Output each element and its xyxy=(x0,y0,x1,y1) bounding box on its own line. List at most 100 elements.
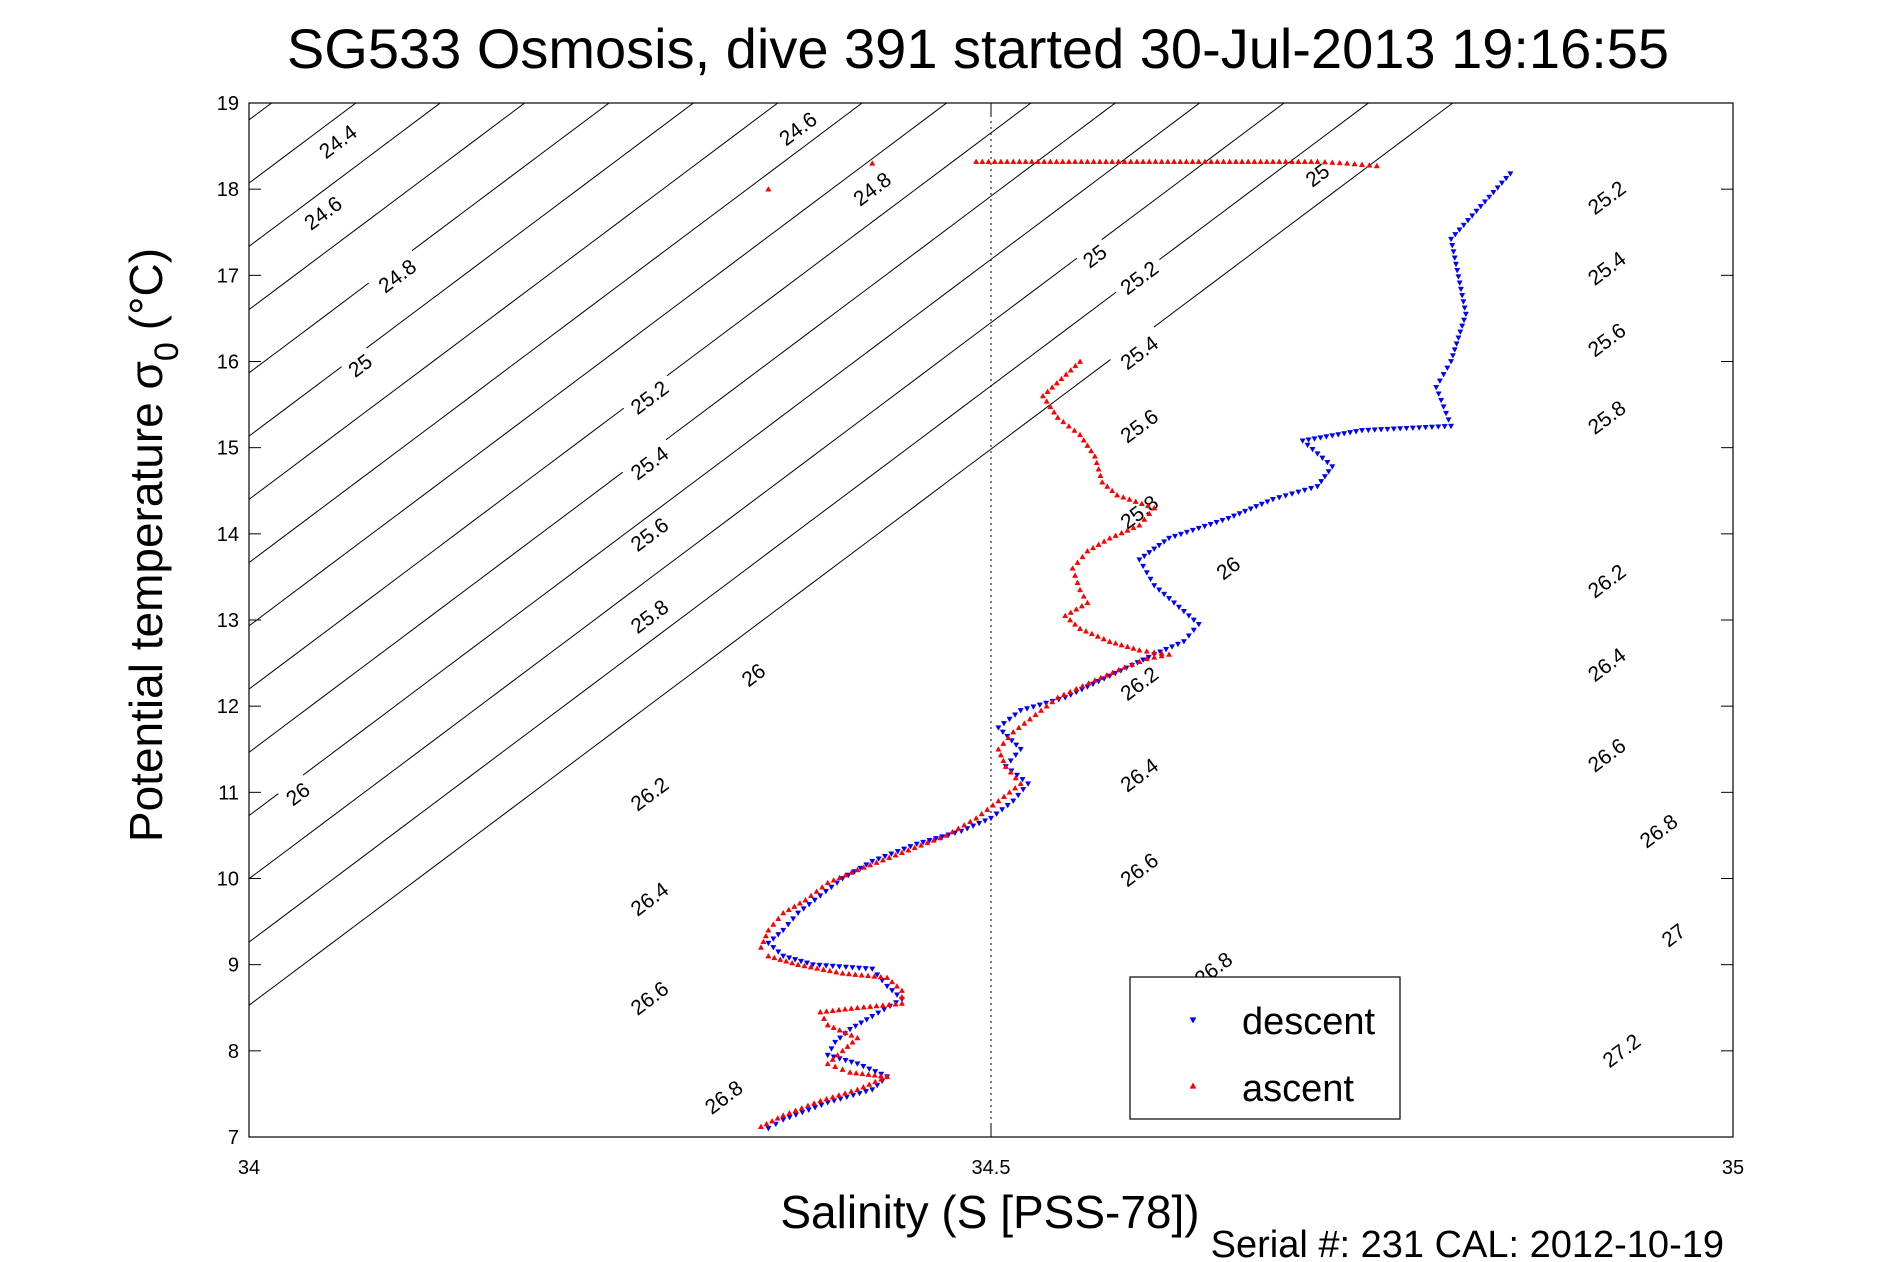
data-point-descent xyxy=(1435,391,1442,397)
data-point-descent xyxy=(1282,493,1289,499)
data-point-ascent xyxy=(1130,645,1137,651)
data-point-descent xyxy=(832,1039,839,1046)
data-point-descent xyxy=(1365,427,1372,434)
data-point-ascent xyxy=(1366,162,1373,168)
data-point-descent xyxy=(875,856,882,862)
data-point-ascent xyxy=(1091,453,1098,459)
data-point-descent xyxy=(1456,280,1463,286)
data-point-descent xyxy=(1036,702,1043,709)
y-tick-label: 11 xyxy=(218,782,239,804)
data-point-ascent xyxy=(789,959,796,966)
data-point-descent xyxy=(1449,243,1456,249)
data-point-ascent xyxy=(860,1004,867,1010)
data-point-ascent xyxy=(1067,609,1074,615)
data-point-ascent xyxy=(1063,371,1070,377)
data-point-ascent xyxy=(765,927,772,933)
data-point-descent xyxy=(1448,236,1455,243)
data-point-ascent xyxy=(1088,630,1095,637)
data-point-ascent xyxy=(835,1092,842,1098)
data-point-descent xyxy=(1449,353,1456,359)
data-point-ascent xyxy=(943,832,950,838)
data-point-ascent xyxy=(1166,651,1173,657)
data-point-ascent xyxy=(1026,715,1033,722)
data-point-descent xyxy=(817,893,824,899)
data-point-descent xyxy=(858,1020,865,1026)
data-point-ascent xyxy=(1077,586,1084,593)
data-point-descent xyxy=(1477,204,1484,210)
data-point-ascent xyxy=(1143,648,1150,654)
data-point-descent xyxy=(1319,455,1326,462)
data-point-ascent xyxy=(1049,698,1056,705)
data-point-ascent xyxy=(1074,579,1081,585)
x-tick-label: 34.5 xyxy=(972,1157,1011,1179)
legend-label-descent: descent xyxy=(1242,1001,1376,1043)
data-point-descent xyxy=(1247,506,1254,512)
data-point-descent xyxy=(1384,426,1391,433)
data-point-ascent xyxy=(886,854,893,860)
data-point-ascent xyxy=(842,871,849,878)
data-point-ascent xyxy=(1062,612,1069,619)
data-point-ascent xyxy=(1329,159,1336,165)
y-tick-label: 15 xyxy=(217,438,239,460)
data-point-ascent xyxy=(1121,158,1128,164)
data-point-ascent xyxy=(823,1095,830,1102)
data-point-ascent xyxy=(1080,437,1087,443)
data-point-ascent xyxy=(1058,375,1065,382)
data-point-ascent xyxy=(1012,774,1019,781)
data-point-ascent xyxy=(1067,616,1074,623)
data-point-ascent xyxy=(1071,427,1078,433)
density-contours xyxy=(249,103,1454,1006)
data-point-ascent xyxy=(1295,158,1302,164)
data-point-descent xyxy=(1456,227,1463,233)
data-point-ascent xyxy=(823,1008,830,1014)
data-point-descent xyxy=(1329,433,1336,439)
data-point-ascent xyxy=(839,970,846,976)
x-axis-label: Salinity (S [PSS-78]) xyxy=(780,1186,1199,1238)
data-point-ascent xyxy=(1043,703,1050,709)
data-point-ascent xyxy=(1016,158,1023,164)
data-point-ascent xyxy=(1118,641,1125,648)
density-contour-line xyxy=(249,103,948,627)
y-tick-label: 12 xyxy=(217,696,239,718)
data-point-ascent xyxy=(1127,158,1134,164)
data-point-ascent xyxy=(1183,158,1190,164)
data-point-descent xyxy=(1440,404,1447,410)
data-point-ascent xyxy=(1078,602,1085,609)
data-point-ascent xyxy=(1097,472,1104,479)
data-point-descent xyxy=(798,958,805,965)
data-point-ascent xyxy=(1132,498,1139,504)
data-point-ascent xyxy=(911,844,918,851)
data-point-ascent xyxy=(879,1002,886,1008)
data-point-ascent xyxy=(844,1043,851,1049)
data-point-descent xyxy=(1147,576,1154,583)
data-point-descent xyxy=(785,922,792,928)
data-point-ascent xyxy=(1128,661,1136,667)
data-point-ascent xyxy=(984,806,991,812)
data-point-ascent xyxy=(878,1076,885,1082)
data-point-descent xyxy=(888,851,895,857)
data-point-ascent xyxy=(1121,664,1128,670)
data-point-ascent xyxy=(832,1063,839,1069)
data-point-ascent xyxy=(1112,640,1119,646)
data-point-ascent xyxy=(937,834,944,841)
data-point-ascent xyxy=(872,1078,879,1085)
data-point-descent xyxy=(1000,721,1008,727)
data-point-ascent xyxy=(1047,158,1054,164)
data-point-ascent xyxy=(1136,658,1143,664)
data-point-descent xyxy=(1448,359,1455,365)
data-point-descent xyxy=(869,858,876,865)
data-point-ascent xyxy=(1043,398,1050,404)
data-point-ascent xyxy=(762,932,769,939)
data-point-ascent xyxy=(967,818,974,824)
data-point-ascent xyxy=(898,987,905,993)
data-point-descent xyxy=(1213,519,1220,526)
data-point-descent xyxy=(1462,311,1469,318)
data-point-ascent xyxy=(1096,158,1103,164)
data-point-ascent xyxy=(873,859,880,865)
data-point-ascent xyxy=(783,958,790,964)
data-point-descent xyxy=(1452,261,1460,268)
data-point-ascent xyxy=(1257,158,1264,164)
data-point-ascent xyxy=(866,1081,873,1087)
data-point-descent xyxy=(849,965,856,971)
data-point-descent xyxy=(1143,570,1150,576)
